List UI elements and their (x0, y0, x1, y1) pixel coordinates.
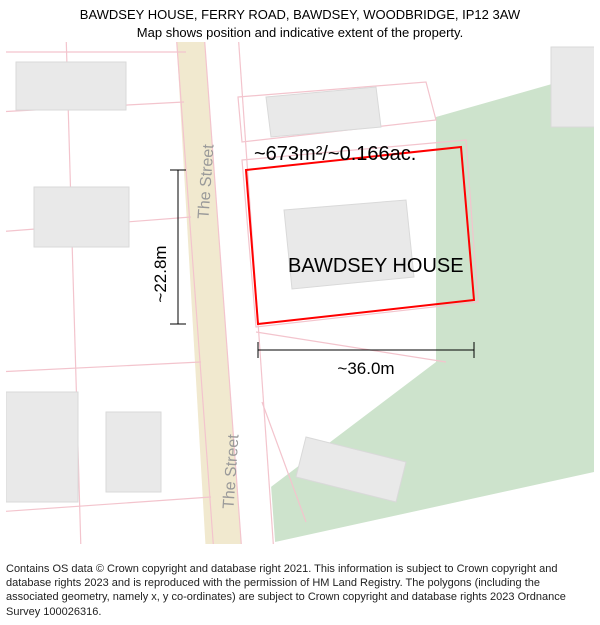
subtitle-line: Map shows position and indicative extent… (0, 24, 600, 42)
address-line: BAWDSEY HOUSE, FERRY ROAD, BAWDSEY, WOOD… (0, 6, 600, 24)
copyright-footer: Contains OS data © Crown copyright and d… (6, 562, 594, 619)
property-label: BAWDSEY HOUSE (288, 255, 464, 277)
dim-width-label: ~36.0m (337, 359, 394, 378)
dim-height-label: ~22.8m (151, 245, 170, 302)
header-block: BAWDSEY HOUSE, FERRY ROAD, BAWDSEY, WOOD… (0, 6, 600, 41)
area-label: ~673m²/~0.166ac. (254, 143, 416, 165)
map-canvas: ~673m²/~0.166ac. BAWDSEY HOUSE ~22.8m ~3… (6, 42, 594, 544)
